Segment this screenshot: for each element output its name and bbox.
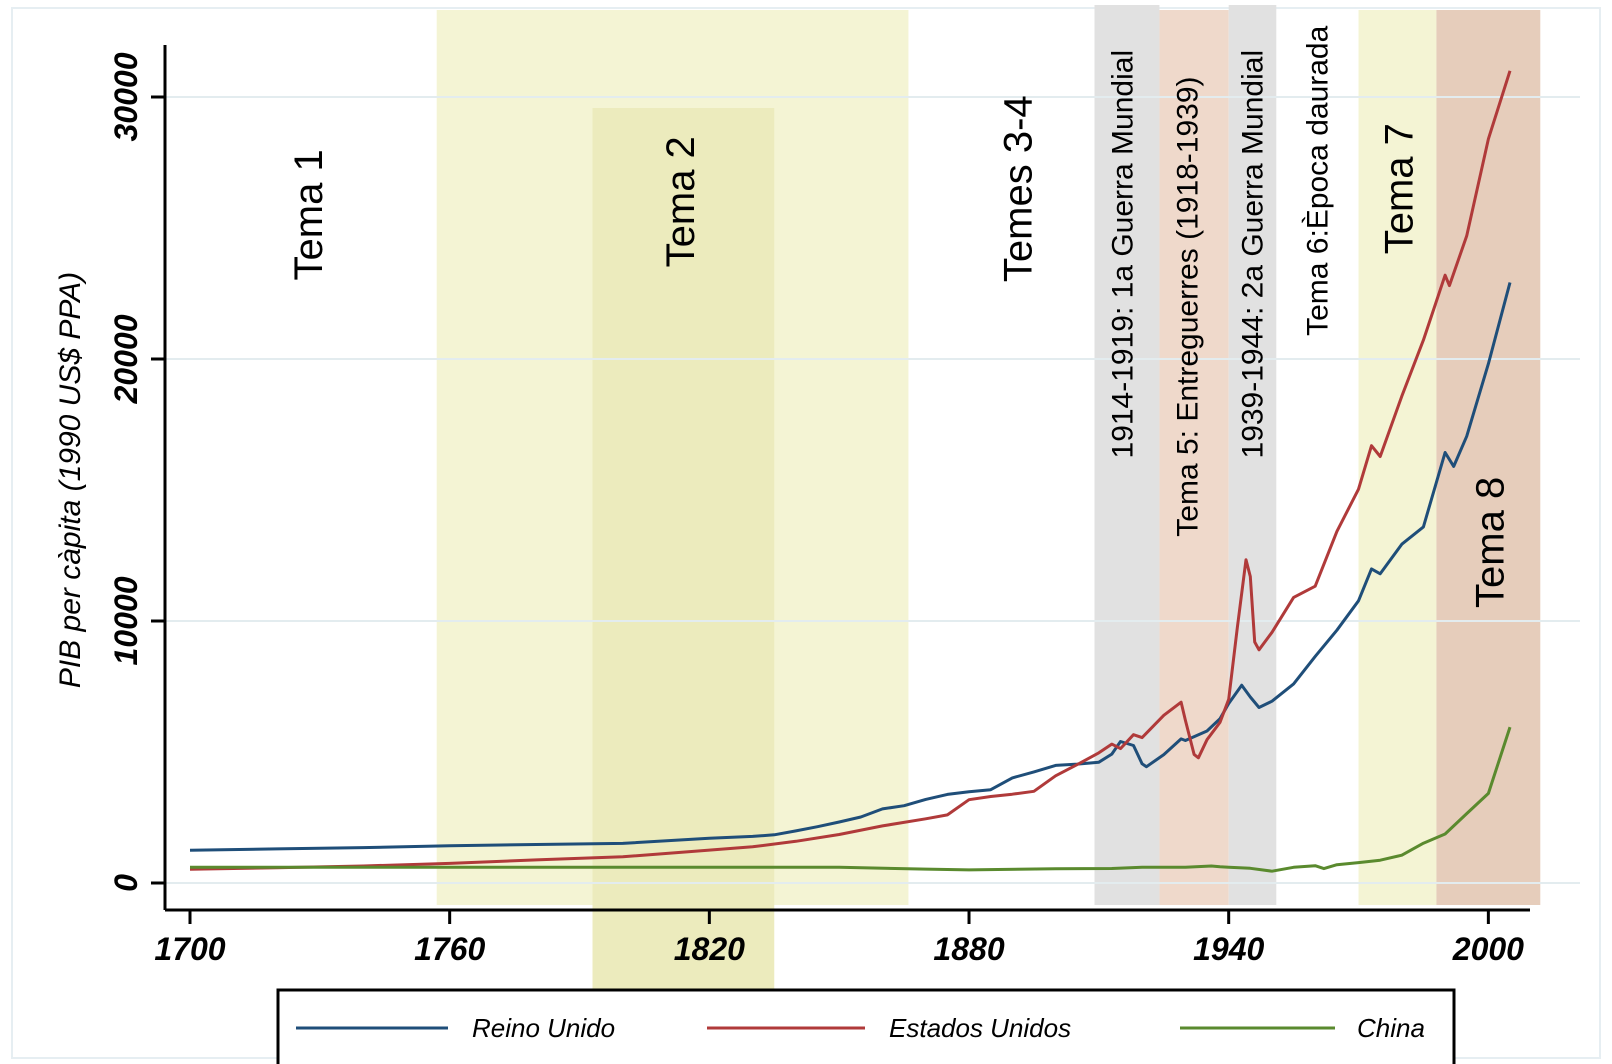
period-band xyxy=(1094,5,1160,905)
legend-label: Estados Unidos xyxy=(889,1013,1071,1043)
period-annotation: Temes 3-4 xyxy=(997,95,1041,282)
axes: 0 10000 20000 30000 1700 1760 1820 1880 1940 2000 xyxy=(108,45,1530,967)
period-annotation: Tema 7 xyxy=(1377,123,1421,254)
x-tick-label: 1820 xyxy=(674,931,745,967)
period-annotation: Tema 1 xyxy=(287,149,331,280)
y-axis-label: PIB per càpita (1990 US$ PPA) xyxy=(54,272,87,688)
y-tick-label: 30000 xyxy=(108,52,144,141)
period-annotation: Tema 6:Època daurada xyxy=(1302,25,1335,336)
x-tick-label: 2000 xyxy=(1452,931,1524,967)
y-tick-label: 20000 xyxy=(108,314,144,404)
period-annotation: 1939-1944: 2a Guerra Mundial xyxy=(1237,50,1270,459)
data-series xyxy=(189,70,1512,873)
period-bands xyxy=(436,5,1541,1005)
legend: Reino Unido Estados Unidos China xyxy=(276,988,1456,1064)
y-tick-label: 0 xyxy=(108,874,144,892)
legend-label: Reino Unido xyxy=(472,1013,615,1043)
series-line xyxy=(189,70,1512,871)
period-annotation: Tema 2 xyxy=(659,136,703,267)
legend-label: China xyxy=(1357,1013,1425,1043)
x-tick-label: 1880 xyxy=(933,931,1004,967)
period-band xyxy=(1436,10,1541,905)
x-tick-label: 1940 xyxy=(1193,931,1264,967)
period-annotation: Tema 8 xyxy=(1468,477,1512,608)
period-band xyxy=(1228,5,1277,905)
x-tick-label: 1760 xyxy=(414,931,485,967)
series-line xyxy=(190,726,1512,873)
period-annotation: Tema 5: Entreguerres (1918-1939) xyxy=(1172,76,1205,536)
x-tick-label: 1700 xyxy=(154,931,225,967)
period-band xyxy=(1358,10,1437,905)
period-annotation: 1914-1919: 1a Guerra Mundial xyxy=(1107,50,1140,459)
period-annotations: Tema 1 Tema 2 Temes 3-4 1914-1919: 1a Guerr… xyxy=(287,25,1512,608)
y-tick-label: 10000 xyxy=(108,576,144,665)
